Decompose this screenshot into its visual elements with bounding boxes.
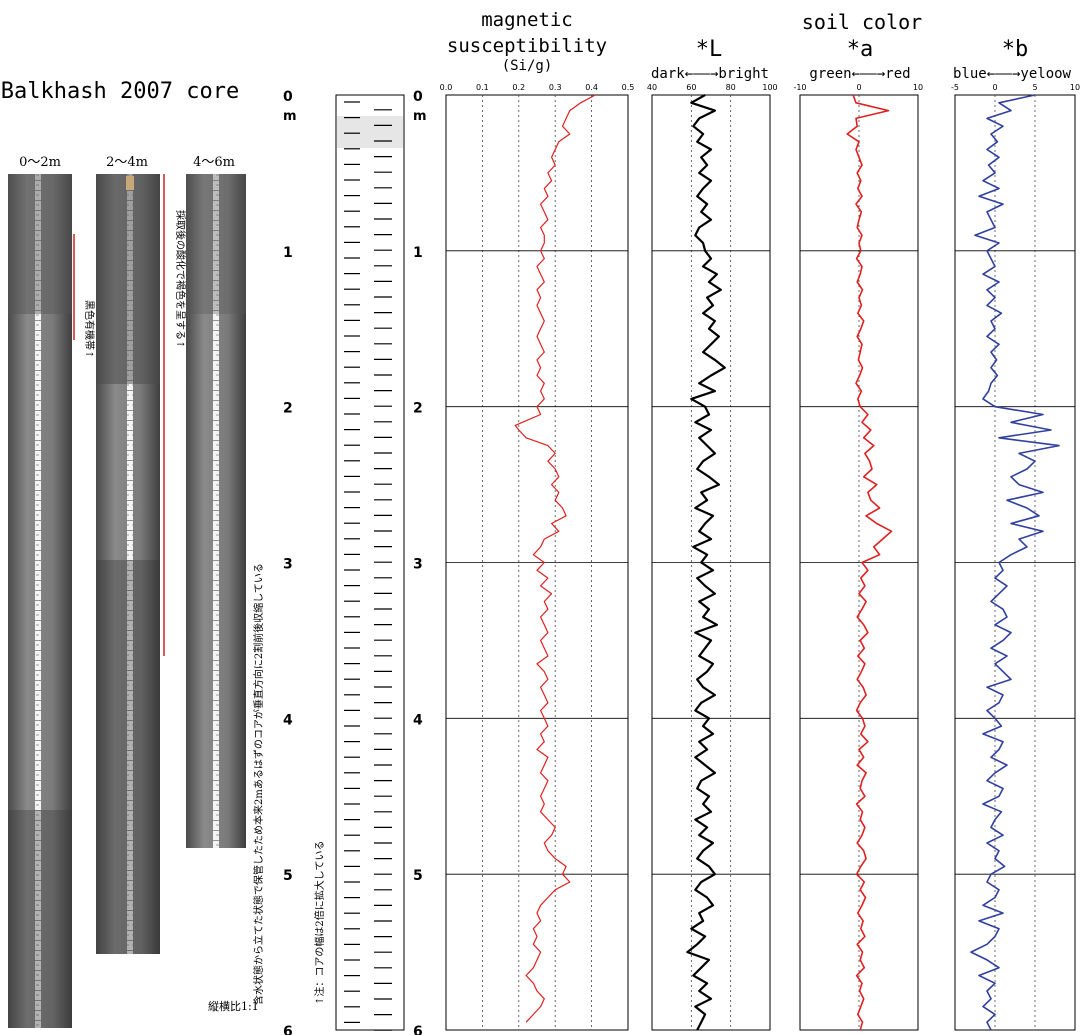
soil-color-header: soil color bbox=[802, 10, 922, 34]
magnetic-header-line1: magnetic bbox=[481, 9, 573, 31]
photo-label-0-2m: 0～2m bbox=[19, 155, 61, 170]
x-tick-label-magnetic: 0.2 bbox=[512, 83, 525, 92]
depth-tick-label-right-1: 1 bbox=[413, 245, 423, 261]
series-line-magnetic bbox=[514, 94, 596, 1023]
photo-label-4-6m: 4～6m bbox=[193, 155, 235, 170]
panel-a: -10 0 10 bbox=[793, 83, 923, 1031]
depth-tick-label-left-5: 5 bbox=[283, 868, 293, 884]
depth-tick-label-right-4: 4 bbox=[413, 712, 423, 728]
depth-tick-label-right-6: 6 bbox=[413, 1024, 423, 1035]
core-photo-2-4m bbox=[96, 174, 160, 954]
L-range: dark←——→bright bbox=[651, 66, 769, 82]
x-tick-label-b: 10 bbox=[1070, 83, 1080, 92]
series-line-L bbox=[686, 94, 726, 1031]
depth-tick-label-right-0: 0 bbox=[413, 89, 423, 105]
photo-label-2-4m: 2～4m bbox=[106, 155, 148, 170]
depth-tick-label-left-1: 1 bbox=[283, 245, 293, 261]
x-tick-label-magnetic: 0.4 bbox=[585, 83, 598, 92]
depth-tick-label-left-3: 3 bbox=[283, 557, 293, 573]
panel-b: -5 0 5 10 bbox=[951, 83, 1080, 1031]
magnetic-header-unit: (Si/g) bbox=[502, 58, 553, 74]
organic-band-note: 黒色有機帯↑ bbox=[83, 300, 96, 358]
page-title: Balkhash 2007 core bbox=[1, 79, 239, 104]
b-range: blue←——→yeloow bbox=[953, 66, 1072, 82]
L-header: *L bbox=[696, 37, 723, 62]
magnetic-header-line2: susceptibility bbox=[447, 35, 607, 57]
lithology-highlight bbox=[337, 116, 403, 148]
storage-note: 含水状態から立てた状態で保管したため本来2mあるはずのコアが垂直方向に2割前後収… bbox=[252, 563, 265, 1005]
x-tick-label-L: 40 bbox=[647, 83, 657, 92]
panel-L: 40 60 80 100 bbox=[647, 83, 778, 1031]
series-line-b bbox=[970, 94, 1060, 1031]
a-range: green←——→red bbox=[809, 66, 910, 82]
panel-magnetic: 0.0 0.1 0.2 0.3 0.4 0.5 bbox=[440, 83, 635, 1031]
core-photo-0-2m bbox=[8, 174, 72, 1028]
x-tick-label-a: 0 bbox=[856, 83, 861, 92]
core-photo-4-6m bbox=[186, 174, 246, 848]
series-line-a bbox=[846, 94, 893, 1031]
a-header: *a bbox=[847, 37, 874, 62]
depth-tick-label-left-2: 2 bbox=[283, 401, 293, 417]
x-tick-label-magnetic: 0.5 bbox=[622, 83, 635, 92]
x-tick-label-b: 0 bbox=[992, 83, 997, 92]
depth-tick-label-right-5: 5 bbox=[413, 868, 423, 884]
depth-tick-label-left-4: 4 bbox=[283, 712, 293, 728]
x-tick-label-magnetic: 0.3 bbox=[549, 83, 562, 92]
data-panels: 0.0 0.1 0.2 0.3 0.4 0.5 40 60 80 100 -10 0 10 -5 0 5 10 bbox=[440, 83, 1080, 1031]
depth-tick-label-left-6: 6 bbox=[283, 1024, 293, 1035]
depth-tick-label-left-0: 0 bbox=[283, 89, 293, 105]
x-tick-label-magnetic: 0.1 bbox=[476, 83, 489, 92]
depth-scale-right: 0 1 2 3 4 5 6 bbox=[413, 89, 423, 1035]
x-tick-label-b: 5 bbox=[1032, 83, 1037, 92]
lithology-column bbox=[335, 94, 405, 1031]
x-tick-label-L: 100 bbox=[762, 83, 777, 92]
aspect-ratio-note: 縦横比1:1 bbox=[208, 999, 259, 1013]
x-tick-label-L: 80 bbox=[726, 83, 736, 92]
x-tick-label-magnetic: 0.0 bbox=[440, 83, 453, 92]
width-note: ↑注：コアの幅は2倍に拡大している bbox=[313, 841, 326, 1005]
x-tick-label-a: -10 bbox=[793, 83, 806, 92]
depth-unit-left: m bbox=[283, 109, 297, 124]
x-tick-label-L: 60 bbox=[686, 83, 696, 92]
depth-scale-left: 0 1 2 3 4 5 6 bbox=[283, 89, 293, 1035]
depth-tick-label-right-3: 3 bbox=[413, 557, 423, 573]
x-tick-label-b: -5 bbox=[951, 83, 959, 92]
x-tick-label-a: 10 bbox=[913, 83, 923, 92]
depth-unit-right: m bbox=[413, 109, 427, 124]
depth-tick-label-right-2: 2 bbox=[413, 401, 423, 417]
b-header: *b bbox=[1002, 37, 1029, 62]
oxidation-note: 採取後の酸化で褐色を呈する↑ bbox=[174, 210, 187, 348]
